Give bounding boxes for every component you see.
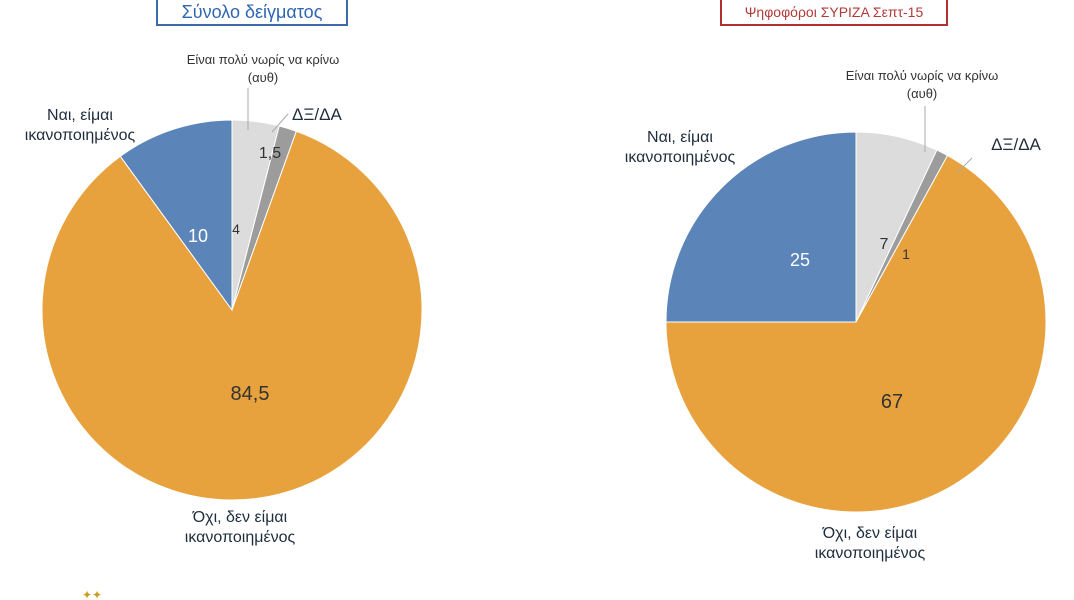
category-label-dk-na: ΔΞ/ΔΑ: [292, 105, 342, 124]
value-label-satisfied: 25: [790, 250, 810, 270]
chart-title-syriza-voters: Ψηφοφόροι ΣΥΡΙΖΑ Σεπτ-15: [720, 0, 948, 26]
value-label-satisfied: 10: [188, 226, 208, 246]
category-label-too-early: Είναι πολύ νωρίς να κρίνω: [187, 52, 340, 67]
leader-line-dk-na: [957, 157, 973, 173]
category-label-not-satisfied: Όχι, δεν είμαι: [192, 509, 288, 526]
category-label-not-satisfied-line2: ικανοποιημένος: [185, 529, 296, 546]
value-label-too-early: 7: [880, 236, 889, 253]
slice-satisfied: [119, 119, 233, 312]
value-label-too-early: 4: [232, 221, 240, 237]
value-label-dk-na: 1: [902, 246, 910, 262]
category-label-satisfied-line2: ικανοποιημένος: [25, 127, 136, 144]
value-label-not-satisfied: 67: [881, 391, 903, 413]
slice-satisfied: [665, 131, 857, 323]
value-label-dk-na: 1,5: [259, 145, 281, 162]
pie-chart-syriza-voters: 25 7 1 67 Ναι, είμαι ικανοποιημένος Είνα…: [625, 68, 1047, 562]
category-label-too-early: Είναι πολύ νωρίς να κρίνω: [846, 68, 999, 83]
category-label-satisfied: Ναι, είμαι: [47, 107, 113, 124]
pie-chart-total-sample: 10 4 1,5 84,5 Ναι, είμαι ικανοποιημένος …: [25, 52, 423, 546]
category-label-not-satisfied-line2: ικανοποιημένος: [815, 545, 926, 562]
logo-fragment-icon: ✦✦: [82, 588, 103, 600]
category-label-satisfied-line2: ικανοποιημένος: [625, 149, 736, 166]
chart-title-total-sample: Σύνολο δείγματος: [156, 0, 348, 26]
category-label-too-early-line2: (αυθ): [248, 70, 279, 85]
category-label-dk-na: ΔΞ/ΔΑ: [991, 135, 1041, 154]
leader-line-dk-na: [271, 113, 289, 133]
slice-not-satisfied: [41, 130, 423, 501]
category-label-too-early-line2: (αυθ): [907, 86, 938, 101]
value-label-not-satisfied: 84,5: [231, 383, 270, 405]
slice-not-satisfied: [665, 154, 1047, 513]
category-label-not-satisfied: Όχι, δεν είμαι: [822, 525, 918, 542]
category-label-satisfied: Ναι, είμαι: [647, 129, 713, 146]
